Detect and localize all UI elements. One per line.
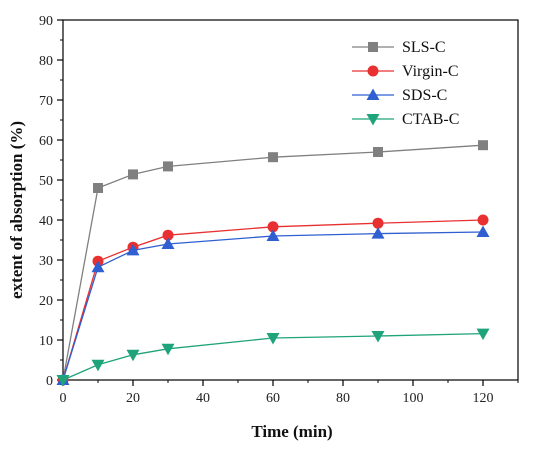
legend-item-sds-c: SDS-C xyxy=(352,87,447,104)
data-point-ctab-c xyxy=(266,333,280,345)
data-point-virgin-c xyxy=(162,229,174,241)
x-tick-label: 100 xyxy=(403,391,424,406)
data-point-sds-c xyxy=(91,260,105,273)
legend-item-virgin-c: Virgin-C xyxy=(352,63,459,80)
series-sls-c xyxy=(58,140,488,385)
x-tick-label: 40 xyxy=(196,391,210,406)
legend-marker xyxy=(368,42,378,52)
data-point-sls-c xyxy=(93,183,103,193)
legend-label: SDS-C xyxy=(402,87,447,104)
data-point-virgin-c xyxy=(372,217,384,229)
data-point-ctab-c xyxy=(476,328,490,341)
series-layer xyxy=(56,140,490,387)
series-line-virgin-c xyxy=(62,219,484,381)
legend-label: SLS-C xyxy=(402,39,446,56)
data-point-sds-c xyxy=(371,227,385,239)
y-tick-label: 90 xyxy=(39,14,53,29)
y-tick-label: 20 xyxy=(39,294,53,309)
x-tick-label: 60 xyxy=(266,391,280,406)
data-point-sds-c xyxy=(161,237,175,249)
x-tick-label: 20 xyxy=(126,391,140,406)
x-axis-title: Time (min) xyxy=(251,422,332,441)
y-tick-label: 80 xyxy=(39,54,53,69)
data-point-virgin-c xyxy=(477,214,489,226)
legend-marker xyxy=(366,114,380,126)
y-tick-label: 10 xyxy=(39,334,53,349)
data-point-ctab-c xyxy=(371,331,385,343)
data-point-sds-c xyxy=(126,243,140,256)
legend-item-sls-c: SLS-C xyxy=(352,39,446,56)
legend-label: Virgin-C xyxy=(402,63,459,80)
x-tick-label: 120 xyxy=(473,391,494,406)
axes: 0 10 20 30 40 50 60 70 80 90 0 20 40 60 80 100 120 xyxy=(39,14,519,406)
series-line-sds-c xyxy=(62,231,484,381)
data-point-ctab-c xyxy=(91,359,105,372)
x-tick-label: 80 xyxy=(336,391,350,406)
data-point-sls-c xyxy=(373,147,383,157)
legend-marker xyxy=(366,88,380,100)
legend-marker xyxy=(367,65,379,77)
data-point-ctab-c xyxy=(56,375,70,387)
y-tick-label: 30 xyxy=(39,254,53,269)
y-tick-label: 50 xyxy=(39,174,53,189)
legend-item-ctab-c: CTAB-C xyxy=(352,111,459,128)
data-point-ctab-c xyxy=(126,349,140,362)
data-point-virgin-c xyxy=(267,221,279,233)
data-point-sds-c xyxy=(476,225,490,237)
data-point-ctab-c xyxy=(161,343,175,356)
series-line-sls-c xyxy=(62,144,484,381)
data-point-sls-c xyxy=(478,140,488,151)
series-ctab-c xyxy=(56,328,490,387)
y-tick-label: 40 xyxy=(39,214,53,229)
series-sds-c xyxy=(56,225,490,385)
y-axis-title: extent of absorption (%) xyxy=(7,121,26,299)
legend-label: CTAB-C xyxy=(402,111,459,128)
x-tick-label: 0 xyxy=(60,391,67,406)
data-point-sds-c xyxy=(266,229,280,241)
data-point-sls-c xyxy=(128,169,138,180)
data-point-sls-c xyxy=(268,152,278,163)
y-tick-label: 70 xyxy=(39,94,53,109)
legend: SLS-C Virgin-C SDS-C CTAB-C xyxy=(352,39,459,128)
y-tick-label: 60 xyxy=(39,134,53,149)
data-point-sls-c xyxy=(163,161,173,172)
y-tick-label: 0 xyxy=(46,374,53,389)
